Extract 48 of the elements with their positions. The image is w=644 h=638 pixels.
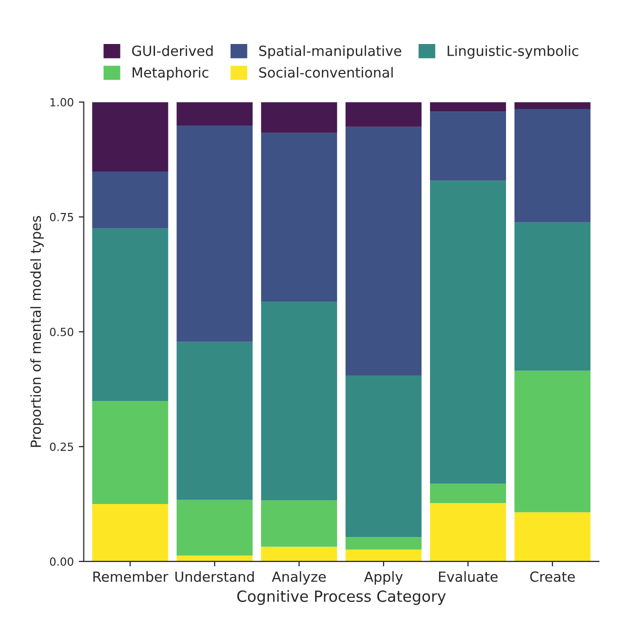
- bar: [430, 484, 506, 504]
- bar: [92, 504, 168, 562]
- bar: [176, 500, 253, 556]
- bar: [261, 132, 338, 302]
- bar: [261, 102, 338, 133]
- bar: [176, 342, 253, 500]
- legend-label: Social-conventional: [259, 66, 393, 78]
- bar: [514, 370, 590, 512]
- bar: [514, 108, 590, 222]
- bar: [261, 301, 338, 500]
- bar: [176, 102, 253, 126]
- bar: [92, 401, 168, 504]
- bar: [346, 376, 422, 538]
- y-tick-label: 0.00: [50, 557, 74, 566]
- bar: [430, 102, 506, 112]
- bar: [92, 102, 168, 172]
- legend-label: Spatial-manipulative: [259, 45, 402, 59]
- bar: [261, 500, 338, 547]
- bar: [92, 228, 168, 402]
- legend-label: Linguistic-symbolic: [448, 45, 578, 59]
- x-axis-title: Cognitive Process Category: [237, 590, 446, 605]
- bar: [92, 171, 168, 228]
- x-tick-label: Analyze: [272, 571, 326, 585]
- legend-label: Metaphoric: [132, 66, 208, 80]
- bar: [346, 126, 422, 376]
- bar: [514, 512, 590, 562]
- legend-label: GUI-derived: [132, 45, 213, 56]
- bar: [346, 537, 422, 550]
- y-tick-label: 0.25: [50, 442, 74, 451]
- bar: [514, 102, 590, 109]
- x-tick-label: Create: [530, 571, 575, 582]
- y-tick-label: 1.00: [50, 98, 74, 106]
- bar: [514, 222, 590, 371]
- bar: [346, 549, 422, 562]
- bar: [176, 555, 253, 562]
- y-tick-label: 0.75: [50, 212, 74, 222]
- bar: [430, 112, 506, 181]
- bar: [430, 503, 506, 562]
- x-tick-label: Understand: [175, 571, 254, 582]
- y-axis-title: Proportion of mental model types: [30, 216, 44, 447]
- x-tick-label: Remember: [93, 571, 168, 582]
- y-tick-label: 0.50: [50, 328, 74, 336]
- bar: [261, 546, 338, 562]
- bar: [346, 102, 422, 127]
- bar: [176, 126, 253, 342]
- x-tick-label: Apply: [364, 571, 403, 585]
- bar: [430, 180, 506, 484]
- x-tick-label: Evaluate: [439, 571, 498, 582]
